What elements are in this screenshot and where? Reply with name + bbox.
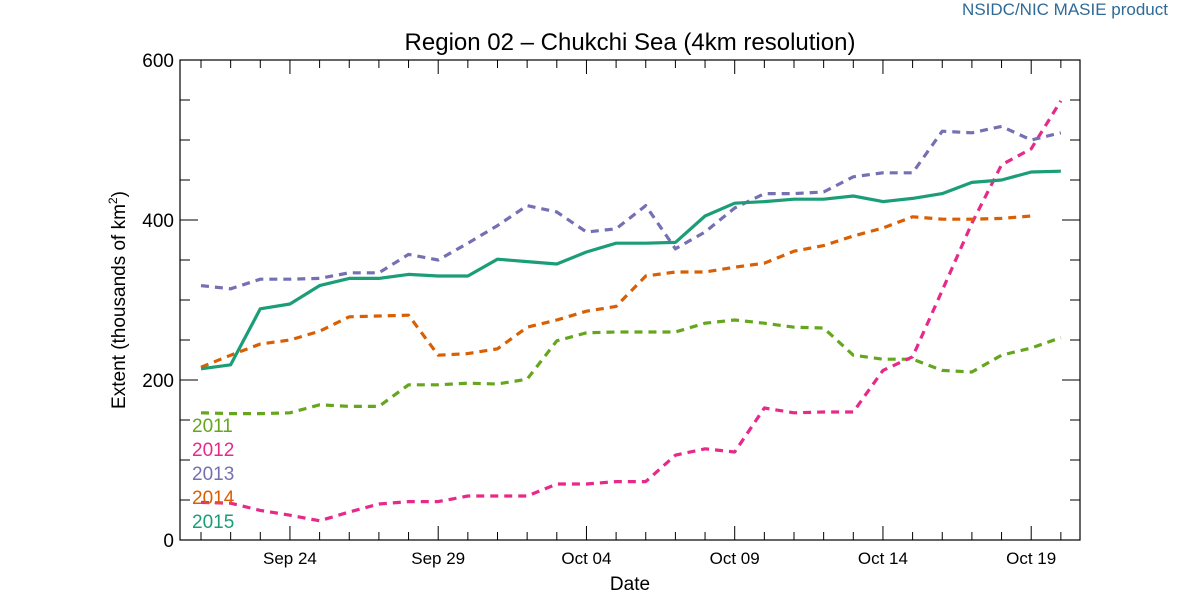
legend-entry-2012: 2012 [192,440,234,461]
y-axis-label-close: ) [109,191,130,197]
series-line-2013 [200,124,1062,291]
y-axis-label-text: Extent (thousands of km [109,204,130,409]
credit-label: NSIDC/NIC MASIE product [962,0,1168,19]
x-tick-label: Sep 29 [411,549,465,568]
legend-entry-2013: 2013 [192,464,234,485]
legend-entry-2014: 2014 [192,488,235,509]
y-tick-label: 400 [142,211,174,232]
series-line-2015 [200,169,1061,371]
series-line-2011 [200,318,1062,416]
plot-frame [179,59,1081,541]
x-tick-label: Oct 04 [561,549,611,568]
chart-title: Region 02 – Chukchi Sea (4km resolution) [405,29,856,56]
x-tick-label: Sep 24 [263,549,317,568]
y-tick-label: 200 [142,371,174,392]
x-axis-label: Date [610,574,650,595]
y-tick-label: 0 [163,531,174,552]
x-tick-label: Oct 09 [710,549,760,568]
legend-entry-2015: 2015 [192,512,234,533]
legend-entry-2011: 2011 [192,416,233,437]
x-tick-label: Oct 19 [1006,549,1056,568]
x-tick-label: Oct 14 [858,549,908,568]
y-axis-label: Extent (thousands of km2) [106,191,130,409]
series-line-2014 [200,214,1032,369]
series-line-2012 [200,99,1063,523]
y-axis-label-sup: 2 [106,197,120,204]
y-tick-label: 600 [142,51,174,72]
